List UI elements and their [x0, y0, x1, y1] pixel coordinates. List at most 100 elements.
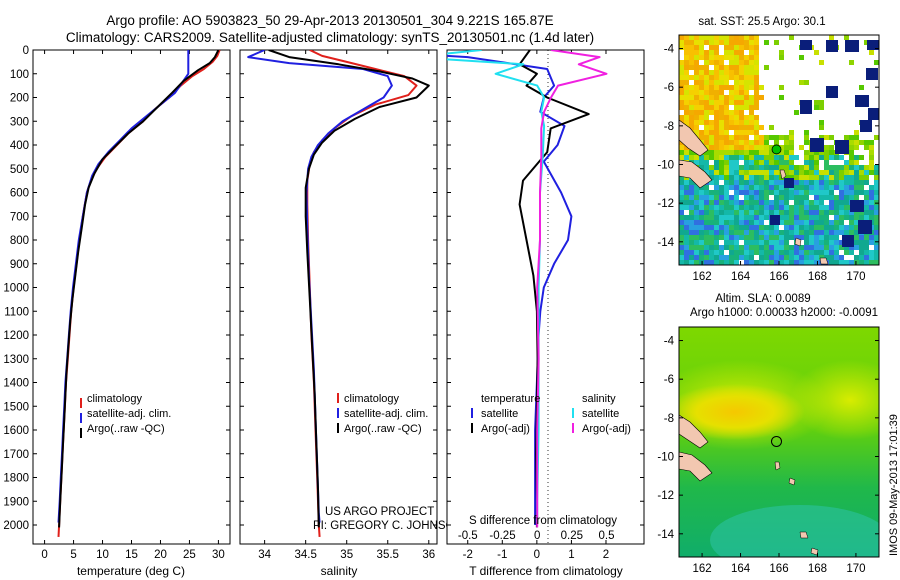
sst-cell: [754, 40, 759, 45]
sst-cell: [734, 195, 739, 200]
sst-cell: [729, 245, 734, 250]
sst-cell: [724, 155, 729, 160]
sst-cell: [869, 190, 874, 195]
sst-cell: [729, 165, 734, 170]
sst-cell: [874, 135, 879, 140]
sst-cell: [744, 75, 749, 80]
sst-cell: [759, 150, 764, 155]
sst-cell: [829, 35, 834, 40]
sst-cell: [734, 210, 739, 215]
sst-cell: [739, 60, 744, 65]
sst-cell: [689, 185, 694, 190]
x-tick-label: 15: [125, 549, 138, 561]
sst-cell: [854, 145, 859, 150]
sst-cell: [719, 145, 724, 150]
sst-cell: [689, 70, 694, 75]
depth-tick-label: 300: [10, 116, 29, 128]
sst-cell: [869, 215, 874, 220]
sst-cell: [784, 255, 789, 260]
sst-cell: [689, 115, 694, 120]
sst-cell: [729, 150, 734, 155]
sst-cell: [734, 240, 739, 245]
sst-cell: [709, 80, 714, 85]
legend-satellite-adj: satellite-adj. clim.: [87, 408, 171, 420]
sst-cell: [794, 170, 799, 175]
legend-temp-satellite: satellite: [481, 408, 518, 420]
sst-map-panel: sat. SST: 25.5 Argo: 30.1 162 164 166 168 17…: [657, 16, 880, 283]
sst-cell: [784, 170, 789, 175]
sst-cell: [734, 170, 739, 175]
sst-cell: [704, 40, 709, 45]
sst-cell: [724, 60, 729, 65]
sst-cell: [859, 170, 864, 175]
sst-cell: [874, 215, 879, 220]
sst-cell: [774, 185, 779, 190]
sst-cell: [754, 185, 759, 190]
sst-cell: [774, 245, 779, 250]
sst-cell: [779, 50, 784, 55]
sst-cell: [864, 255, 869, 260]
sst-cell: [709, 235, 714, 240]
sst-cell: [849, 190, 854, 195]
sst-cell: [744, 100, 749, 105]
sst-cell: [844, 255, 849, 260]
sst-cell: [809, 165, 814, 170]
sst-cell: [739, 215, 744, 220]
sst-cell: [824, 165, 829, 170]
sst-cell: [709, 90, 714, 95]
sst-cell: [874, 175, 879, 180]
sst-cell: [694, 225, 699, 230]
sst-cell: [789, 225, 794, 230]
x-tick-label: 0: [534, 549, 540, 561]
sst-cell: [829, 175, 834, 180]
sst-cell: [804, 195, 809, 200]
sst-cell: [779, 145, 784, 150]
sst-cell: [759, 140, 764, 145]
sst-cell: [819, 195, 824, 200]
sst-cell: [844, 195, 849, 200]
depth-axis: 0 100 200 300 400 500 600 700 800 900 1000 1100 1200…: [3, 45, 230, 532]
sst-cell: [734, 260, 739, 265]
sst-cell: [809, 205, 814, 210]
sst-cell: [794, 260, 799, 265]
sst-cell: [819, 150, 824, 155]
sst-cell: [789, 130, 794, 135]
sst-cell: [754, 45, 759, 50]
sst-cell: [779, 165, 784, 170]
sst-cell: [809, 160, 814, 165]
sst-cell: [814, 245, 819, 250]
sst-cell: [814, 235, 819, 240]
sst-cell: [809, 235, 814, 240]
sst-cell: [704, 85, 709, 90]
sst-cell: [844, 135, 849, 140]
sst-cell: [794, 155, 799, 160]
sst-cell: [864, 175, 869, 180]
sst-cell: [714, 220, 719, 225]
sst-cell: [729, 160, 734, 165]
sst-cell: [754, 235, 759, 240]
sst-cell: [719, 185, 724, 190]
sst-cell: [784, 240, 789, 245]
sst-cell: [774, 175, 779, 180]
sst-cell: [694, 60, 699, 65]
sst-cell: [729, 90, 734, 95]
sst-cell: [829, 210, 834, 215]
sst-cell: [784, 135, 789, 140]
sst-cell: [799, 80, 804, 85]
s-difference-xlabel: S difference from climatology: [469, 515, 617, 527]
sst-cell: [789, 190, 794, 195]
sst-cell: [714, 185, 719, 190]
sst-cell: [739, 155, 744, 160]
sst-cell: [869, 255, 874, 260]
sst-cell: [824, 255, 829, 260]
sst-cell: [694, 85, 699, 90]
x-tick-label: 1: [568, 549, 574, 561]
sst-cell: [864, 40, 869, 45]
sst-nodata-block: [800, 40, 812, 50]
sst-cell: [739, 225, 744, 230]
lat-tick-label: -10: [657, 451, 674, 463]
sst-cell: [699, 220, 704, 225]
s-diff-tick-label: 0.5: [599, 530, 615, 542]
sst-cell: [734, 175, 739, 180]
sst-cell: [754, 200, 759, 205]
